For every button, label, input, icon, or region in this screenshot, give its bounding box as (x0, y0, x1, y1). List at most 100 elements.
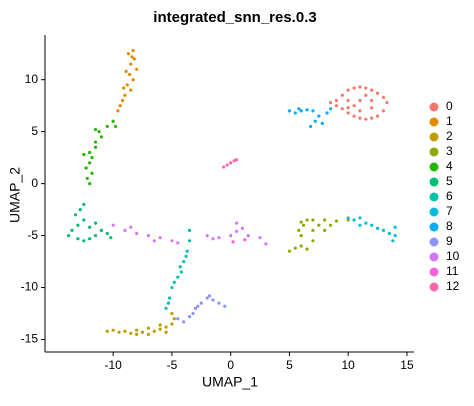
point (88, 161, 92, 165)
point (132, 57, 136, 61)
legend-label: 3 (446, 144, 453, 158)
point (109, 236, 113, 240)
point (90, 171, 94, 175)
point (299, 233, 303, 238)
point (320, 121, 324, 125)
point (82, 202, 86, 207)
point (358, 116, 362, 120)
point (346, 88, 350, 92)
point (88, 182, 92, 186)
point (381, 109, 386, 113)
legend-marker (429, 102, 439, 112)
point (117, 330, 121, 334)
point (258, 236, 262, 240)
point (146, 233, 151, 238)
point (346, 216, 350, 220)
point (185, 249, 189, 253)
point (123, 228, 127, 232)
point (99, 228, 104, 232)
point (240, 226, 245, 230)
point (135, 231, 139, 236)
point (325, 111, 329, 115)
point (167, 296, 172, 300)
point (358, 109, 362, 113)
point (93, 221, 98, 225)
x-tick-label: 10 (342, 358, 356, 372)
point (243, 238, 247, 242)
point (311, 228, 315, 232)
point (313, 119, 317, 123)
point (105, 124, 109, 129)
point (164, 325, 168, 329)
point (381, 95, 386, 99)
point (352, 86, 356, 90)
point (346, 106, 350, 110)
point (78, 208, 82, 212)
point (124, 69, 128, 73)
point (391, 239, 395, 243)
point (170, 239, 174, 243)
point (317, 114, 321, 118)
point (358, 216, 362, 220)
point (76, 237, 80, 241)
x-tick-label: 5 (286, 358, 293, 372)
legend-marker (429, 177, 439, 187)
y-axis-label: UMAP_2 (7, 167, 23, 223)
legend-marker (429, 237, 439, 247)
point (118, 104, 122, 108)
point (176, 275, 180, 279)
point (323, 228, 327, 232)
point (164, 330, 168, 334)
chart-title: integrated_snn_res.0.3 (153, 9, 316, 26)
point (70, 228, 74, 232)
point (82, 152, 86, 157)
point (287, 109, 292, 113)
point (158, 323, 162, 327)
point (229, 161, 233, 165)
legend-label: 8 (446, 219, 453, 233)
point (364, 86, 368, 90)
point (234, 221, 239, 225)
point (308, 124, 313, 129)
point (182, 320, 186, 324)
point (352, 104, 356, 108)
point (93, 233, 98, 238)
point (131, 78, 135, 82)
point (93, 140, 98, 144)
point (217, 236, 221, 240)
legend-marker (429, 207, 439, 217)
point (176, 241, 180, 245)
point (129, 225, 133, 229)
point (182, 259, 186, 264)
legend-label: 12 (446, 279, 460, 293)
point (158, 236, 162, 240)
point (199, 301, 203, 305)
point (370, 116, 374, 120)
point (116, 109, 120, 113)
x-tick-label: -10 (104, 358, 122, 372)
point (364, 93, 368, 97)
point (187, 228, 192, 232)
point (334, 219, 339, 223)
point (93, 127, 98, 132)
point (328, 107, 333, 111)
point (125, 83, 129, 87)
point (196, 304, 200, 308)
y-tick-label: 0 (31, 176, 38, 190)
legend-label: 9 (446, 234, 453, 248)
point (105, 329, 109, 333)
point (93, 145, 98, 149)
point (299, 244, 303, 248)
point (393, 233, 397, 238)
y-tick-label: -5 (27, 228, 38, 242)
point (364, 221, 368, 225)
point (205, 296, 209, 300)
point (176, 317, 180, 321)
point (85, 176, 89, 181)
legend-label: 11 (446, 264, 459, 278)
point (287, 249, 292, 253)
point (293, 111, 297, 115)
point (334, 98, 339, 103)
x-tick-label: -5 (167, 358, 178, 372)
